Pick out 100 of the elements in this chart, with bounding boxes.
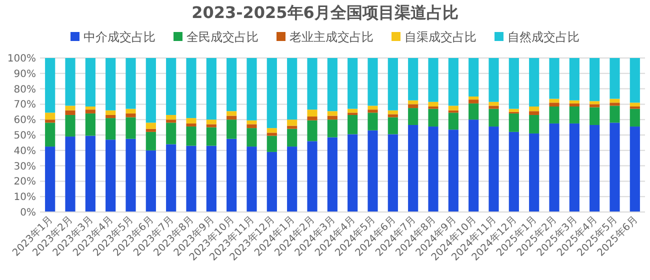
- bar: [368, 130, 378, 212]
- bar: [126, 138, 136, 212]
- bar: [287, 126, 298, 129]
- bar: [327, 111, 338, 116]
- bar: [468, 58, 479, 96]
- bar: [428, 126, 438, 212]
- bar: [206, 58, 216, 120]
- bar: [368, 106, 378, 110]
- legend-label: 全民成交占比: [186, 30, 258, 44]
- y-tick-label: 10%: [14, 192, 36, 204]
- bar: [266, 128, 277, 133]
- bar: [428, 108, 438, 127]
- bar: [226, 58, 237, 112]
- bar: [549, 102, 560, 107]
- bar: [488, 126, 499, 212]
- bar: [287, 120, 298, 126]
- bar: [307, 120, 318, 142]
- bar: [307, 141, 318, 212]
- bar: [266, 58, 277, 128]
- y-tick-label: 0%: [20, 208, 36, 218]
- bar: [65, 58, 76, 106]
- bar: [388, 134, 398, 212]
- bar: [388, 58, 398, 110]
- bar: [448, 58, 458, 106]
- bar: [428, 58, 438, 102]
- bar: [348, 108, 358, 113]
- bar: [569, 100, 580, 104]
- bar: [307, 110, 318, 117]
- bar: [287, 58, 298, 120]
- bar: [448, 106, 458, 110]
- bar: [266, 136, 277, 152]
- bar: [126, 108, 136, 114]
- bar: [246, 124, 257, 128]
- bar: [186, 146, 196, 212]
- bar: [166, 144, 176, 212]
- bar: [206, 146, 216, 212]
- bar: [488, 108, 499, 127]
- y-tick-label: 90%: [14, 68, 36, 80]
- bar: [630, 126, 640, 212]
- bar: [408, 100, 418, 104]
- bar: [368, 58, 378, 106]
- bar: [106, 140, 116, 212]
- bar: [348, 134, 358, 212]
- bar: [287, 128, 298, 147]
- bar: [569, 106, 580, 124]
- bar: [45, 112, 56, 120]
- y-tick-label: 50%: [14, 130, 36, 142]
- bar: [246, 120, 257, 124]
- bar: [529, 58, 540, 107]
- bar: [610, 98, 620, 103]
- bar: [590, 104, 600, 108]
- bar: [610, 106, 620, 123]
- bar: [166, 114, 176, 120]
- bar: [368, 110, 378, 113]
- bar: [610, 122, 620, 212]
- bar: [468, 103, 479, 120]
- bar: [307, 116, 318, 120]
- bar: [206, 127, 216, 146]
- bar: [408, 124, 418, 212]
- bar: [226, 120, 237, 139]
- bar: [610, 58, 620, 99]
- legend-label: 老业主成交占比: [290, 30, 374, 44]
- bar: [85, 136, 96, 212]
- bar: [348, 58, 358, 109]
- bar: [508, 113, 519, 132]
- bar: [508, 108, 519, 112]
- bar: [45, 122, 56, 147]
- bar: [368, 112, 378, 130]
- bar: [146, 150, 156, 212]
- y-tick-label: 40%: [14, 146, 36, 157]
- bar: [468, 120, 479, 212]
- bar: [106, 118, 116, 140]
- bar: [85, 106, 96, 110]
- y-tick-label: 80%: [14, 84, 36, 96]
- bar: [106, 110, 116, 115]
- bar: [488, 106, 499, 109]
- bar: [448, 112, 458, 130]
- bar: [569, 123, 580, 212]
- bar: [529, 106, 540, 112]
- bar: [146, 58, 156, 123]
- bar: [610, 102, 620, 106]
- bar: [529, 114, 540, 134]
- bar: [226, 116, 237, 120]
- y-tick-label: 30%: [14, 161, 36, 172]
- bar: [186, 123, 196, 127]
- chart-title: 2023-2025年6月全国项目渠道占比: [192, 3, 458, 22]
- bar: [226, 111, 237, 116]
- bar: [287, 146, 298, 212]
- legend-label: 自渠成交占比: [404, 30, 476, 44]
- bar: [327, 116, 338, 120]
- bar: [166, 122, 176, 144]
- bar: [106, 114, 116, 118]
- bar: [85, 113, 96, 136]
- bar: [549, 123, 560, 212]
- bar: [508, 58, 519, 109]
- bar: [388, 117, 398, 134]
- bar: [246, 58, 257, 120]
- bar: [45, 146, 56, 212]
- bar: [186, 126, 196, 146]
- bar: [428, 102, 438, 107]
